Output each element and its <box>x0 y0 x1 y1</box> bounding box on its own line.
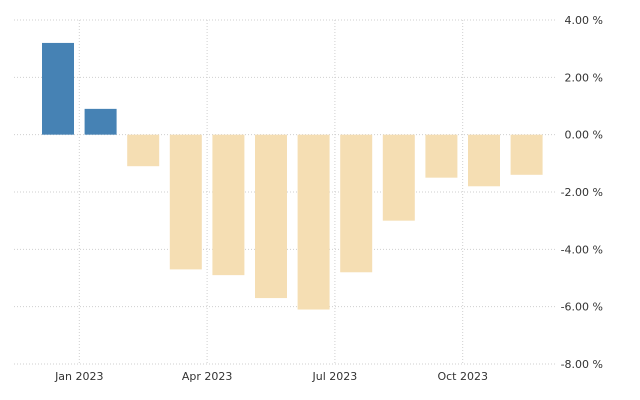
bar-2022-12 <box>42 42 74 135</box>
y-tick-label: -6.00 % <box>561 301 603 314</box>
bar-2023-06 <box>297 134 330 310</box>
y-tick-label: 0.00 % <box>565 129 603 142</box>
bar-2023-09 <box>425 134 458 178</box>
bar-2023-03 <box>169 134 202 270</box>
bar-2023-11 <box>510 134 543 175</box>
y-axis-labels: 4.00 % 2.00 % 0.00 % -2.00 % -4.00 % -6.… <box>561 14 603 371</box>
bar-2023-05 <box>255 134 287 299</box>
x-tick-label: Jul 2023 <box>312 370 358 383</box>
bar-2023-08 <box>382 134 415 221</box>
bar-2023-01 <box>84 108 117 135</box>
x-tick-label: Oct 2023 <box>437 370 488 383</box>
x-gridlines <box>78 20 464 364</box>
bar-2023-10 <box>468 134 500 187</box>
y-tick-label: 2.00 % <box>565 71 603 84</box>
y-tick-label: 4.00 % <box>565 14 603 27</box>
bar-2023-07 <box>340 134 373 273</box>
x-tick-label: Jan 2023 <box>54 370 103 383</box>
x-axis-labels: Jan 2023 Apr 2023 Jul 2023 Oct 2023 <box>54 370 488 383</box>
x-tick-label: Apr 2023 <box>182 370 233 383</box>
y-tick-label: -4.00 % <box>561 243 603 256</box>
bars <box>42 42 543 310</box>
y-tick-label: -2.00 % <box>561 186 603 199</box>
bar-2023-02 <box>127 134 160 167</box>
y-tick-label: -8.00 % <box>561 358 603 371</box>
bar-2023-04 <box>212 134 245 276</box>
